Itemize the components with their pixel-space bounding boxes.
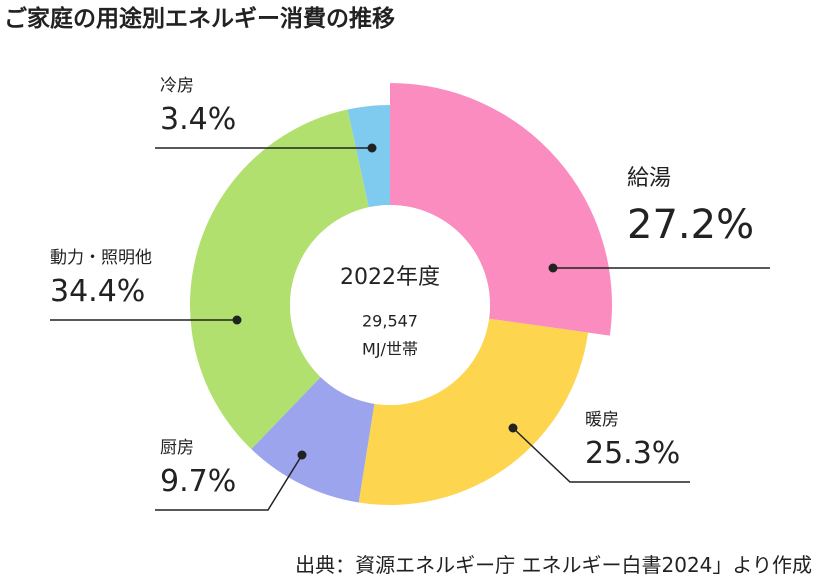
slice [358, 318, 589, 505]
leader-dot [367, 143, 377, 153]
category-label: 冷房 [160, 76, 194, 96]
value-label: 3.4% [160, 102, 236, 137]
category-label: 暖房 [585, 410, 619, 430]
center-value: 29,547 [362, 312, 418, 331]
category-label: 給湯 [627, 166, 671, 191]
slices [190, 83, 612, 505]
chart-title: ご家庭の用途別エネルギー消費の推移 [4, 5, 395, 32]
leader-dot [232, 315, 242, 325]
slice [347, 105, 390, 208]
slice [390, 83, 612, 336]
center-unit: MJ/世帯 [362, 340, 418, 359]
value-label: 25.3% [585, 436, 680, 471]
category-label: 厨房 [160, 438, 194, 458]
category-label: 動力・照明他 [50, 248, 152, 268]
value-label: 34.4% [50, 274, 145, 309]
slice [190, 109, 369, 450]
value-label: 9.7% [160, 464, 236, 499]
leader-dot [508, 423, 518, 433]
leader-line [512, 427, 690, 483]
value-label: 27.2% [627, 202, 754, 248]
center-title: 2022年度 [340, 265, 440, 290]
leader-dot [548, 263, 558, 273]
leader-dot [297, 450, 307, 460]
slice [251, 377, 375, 503]
labels: 給湯 27.2% 暖房 25.3% 厨房 9.7% 動力・照明他 34.4% 冷房 3.4% [50, 76, 770, 511]
source-note: 出典：資源エネルギー庁 エネルギー白書2024」より作成 [295, 553, 812, 577]
leader-line [155, 454, 303, 511]
donut-hole [290, 205, 490, 405]
